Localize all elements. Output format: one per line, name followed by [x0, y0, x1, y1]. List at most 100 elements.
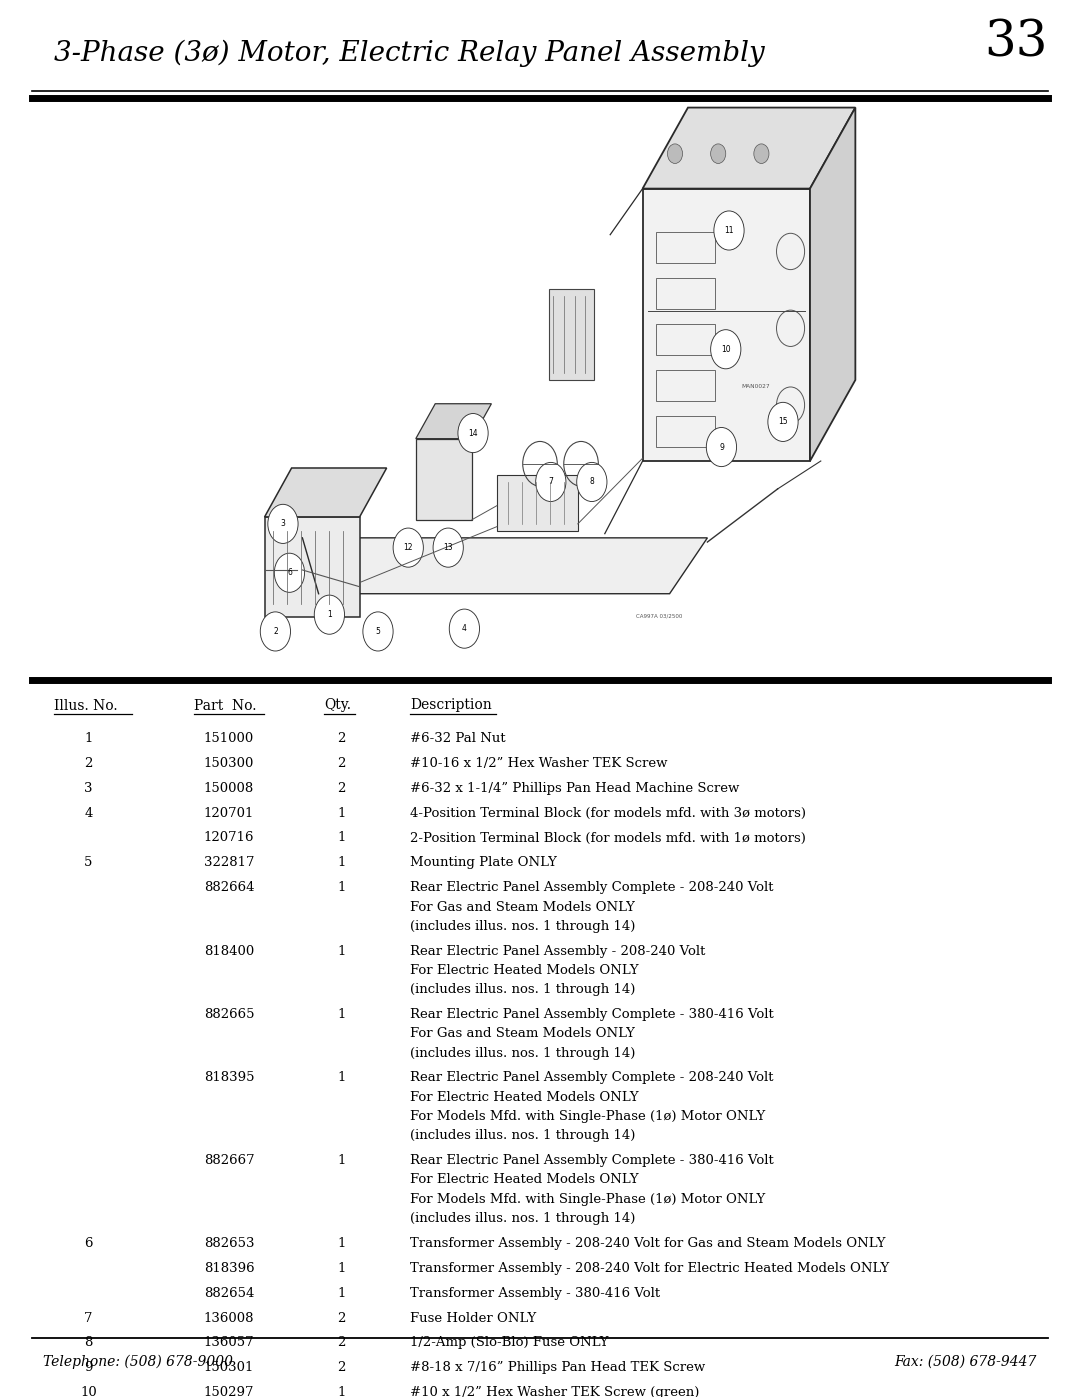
Polygon shape — [643, 108, 855, 189]
Bar — [549, 289, 594, 380]
Text: 1: 1 — [84, 732, 93, 745]
Text: 150300: 150300 — [204, 757, 254, 770]
Text: 818395: 818395 — [204, 1071, 254, 1084]
Text: 136057: 136057 — [204, 1337, 254, 1350]
Text: Transformer Assembly - 208-240 Volt for Gas and Steam Models ONLY: Transformer Assembly - 208-240 Volt for … — [410, 1236, 886, 1250]
Circle shape — [577, 462, 607, 502]
Polygon shape — [810, 108, 855, 461]
Text: 882664: 882664 — [204, 882, 254, 894]
Text: 150297: 150297 — [204, 1386, 254, 1397]
Text: Rear Electric Panel Assembly Complete - 208-240 Volt: Rear Electric Panel Assembly Complete - … — [410, 882, 774, 894]
Bar — [416, 439, 472, 520]
Text: 14: 14 — [469, 429, 477, 437]
Text: 1: 1 — [337, 1009, 346, 1021]
Text: #6-32 Pal Nut: #6-32 Pal Nut — [410, 732, 507, 745]
Text: Description: Description — [410, 698, 492, 712]
Text: 120701: 120701 — [204, 806, 254, 820]
Text: 12: 12 — [404, 543, 413, 552]
Text: 136008: 136008 — [204, 1312, 254, 1324]
Text: 2: 2 — [337, 757, 346, 770]
Text: 882653: 882653 — [204, 1236, 254, 1250]
Circle shape — [711, 144, 726, 163]
Text: 6: 6 — [287, 569, 292, 577]
Text: 882665: 882665 — [204, 1009, 254, 1021]
Text: 150008: 150008 — [204, 782, 254, 795]
Circle shape — [363, 612, 393, 651]
Text: 818396: 818396 — [204, 1261, 254, 1275]
Text: MAN0027: MAN0027 — [742, 384, 770, 390]
Text: 882654: 882654 — [204, 1287, 254, 1299]
Circle shape — [268, 504, 298, 543]
Text: 2: 2 — [337, 1312, 346, 1324]
Circle shape — [714, 211, 744, 250]
Text: 882667: 882667 — [204, 1154, 254, 1168]
Polygon shape — [265, 468, 387, 517]
Text: Transformer Assembly - 208-240 Volt for Electric Heated Models ONLY: Transformer Assembly - 208-240 Volt for … — [410, 1261, 890, 1275]
Text: 1: 1 — [337, 1261, 346, 1275]
Text: 1: 1 — [337, 1287, 346, 1299]
Text: (includes illus. nos. 1 through 14): (includes illus. nos. 1 through 14) — [410, 1213, 636, 1225]
Text: 2: 2 — [337, 732, 346, 745]
Bar — [656, 324, 715, 355]
Text: 2: 2 — [84, 757, 93, 770]
Text: 2: 2 — [273, 627, 278, 636]
Text: 2-Position Terminal Block (for models mfd. with 1ø motors): 2-Position Terminal Block (for models mf… — [410, 831, 807, 845]
Circle shape — [433, 528, 463, 567]
Text: Mounting Plate ONLY: Mounting Plate ONLY — [410, 856, 557, 869]
Text: 4: 4 — [462, 624, 467, 633]
Text: 2: 2 — [337, 1337, 346, 1350]
Text: 2: 2 — [337, 782, 346, 795]
Text: 1: 1 — [337, 1154, 346, 1168]
Text: For Gas and Steam Models ONLY: For Gas and Steam Models ONLY — [410, 901, 635, 914]
Text: #10 x 1/2” Hex Washer TEK Screw (green): #10 x 1/2” Hex Washer TEK Screw (green) — [410, 1386, 700, 1397]
Text: 1: 1 — [327, 610, 332, 619]
Text: (includes illus. nos. 1 through 14): (includes illus. nos. 1 through 14) — [410, 1046, 636, 1060]
Circle shape — [274, 553, 305, 592]
Text: (includes illus. nos. 1 through 14): (includes illus. nos. 1 through 14) — [410, 983, 636, 996]
Text: 818400: 818400 — [204, 944, 254, 958]
Text: 1: 1 — [337, 944, 346, 958]
Text: 7: 7 — [84, 1312, 93, 1324]
Circle shape — [768, 402, 798, 441]
Text: Transformer Assembly - 380-416 Volt: Transformer Assembly - 380-416 Volt — [410, 1287, 661, 1299]
Polygon shape — [319, 538, 707, 594]
Circle shape — [449, 609, 480, 648]
Circle shape — [458, 414, 488, 453]
Text: 33: 33 — [984, 18, 1048, 67]
Text: 9: 9 — [84, 1361, 93, 1375]
Text: 120716: 120716 — [204, 831, 254, 845]
Text: 8: 8 — [84, 1337, 93, 1350]
Text: 1/2-Amp (Slo-Blo) Fuse ONLY: 1/2-Amp (Slo-Blo) Fuse ONLY — [410, 1337, 609, 1350]
Text: Part  No.: Part No. — [194, 698, 257, 712]
Text: CA997A 03/2500: CA997A 03/2500 — [636, 613, 681, 619]
Text: (includes illus. nos. 1 through 14): (includes illus. nos. 1 through 14) — [410, 1129, 636, 1143]
Circle shape — [711, 330, 741, 369]
Text: 5: 5 — [376, 627, 380, 636]
Text: #10-16 x 1/2” Hex Washer TEK Screw: #10-16 x 1/2” Hex Washer TEK Screw — [410, 757, 667, 770]
Text: (includes illus. nos. 1 through 14): (includes illus. nos. 1 through 14) — [410, 919, 636, 933]
Circle shape — [314, 595, 345, 634]
Bar — [656, 278, 715, 309]
Text: 151000: 151000 — [204, 732, 254, 745]
Text: 9: 9 — [719, 443, 724, 451]
Bar — [497, 475, 578, 531]
Text: 13: 13 — [444, 543, 453, 552]
Text: For Electric Heated Models ONLY: For Electric Heated Models ONLY — [410, 1091, 639, 1104]
Text: Qty.: Qty. — [324, 698, 351, 712]
Circle shape — [536, 462, 566, 502]
Text: #6-32 x 1-1/4” Phillips Pan Head Machine Screw: #6-32 x 1-1/4” Phillips Pan Head Machine… — [410, 782, 740, 795]
Text: 5: 5 — [84, 856, 93, 869]
Text: Illus. No.: Illus. No. — [54, 698, 118, 712]
Text: 2: 2 — [337, 1361, 346, 1375]
Text: Rear Electric Panel Assembly Complete - 380-416 Volt: Rear Electric Panel Assembly Complete - … — [410, 1154, 774, 1168]
Text: Fuse Holder ONLY: Fuse Holder ONLY — [410, 1312, 537, 1324]
Text: 8: 8 — [590, 478, 594, 486]
Bar — [656, 370, 715, 401]
Text: #8-18 x 7/16” Phillips Pan Head TEK Screw: #8-18 x 7/16” Phillips Pan Head TEK Scre… — [410, 1361, 705, 1375]
Text: 3: 3 — [84, 782, 93, 795]
Text: Rear Electric Panel Assembly Complete - 380-416 Volt: Rear Electric Panel Assembly Complete - … — [410, 1009, 774, 1021]
Text: For Models Mfd. with Single-Phase (1ø) Motor ONLY: For Models Mfd. with Single-Phase (1ø) M… — [410, 1111, 766, 1123]
Text: 4: 4 — [84, 806, 93, 820]
Text: Telephone: (508) 678-9000: Telephone: (508) 678-9000 — [43, 1355, 233, 1369]
Text: 10: 10 — [721, 345, 730, 353]
